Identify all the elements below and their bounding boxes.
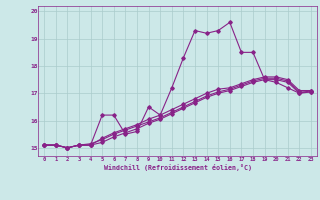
X-axis label: Windchill (Refroidissement éolien,°C): Windchill (Refroidissement éolien,°C)	[104, 164, 252, 171]
